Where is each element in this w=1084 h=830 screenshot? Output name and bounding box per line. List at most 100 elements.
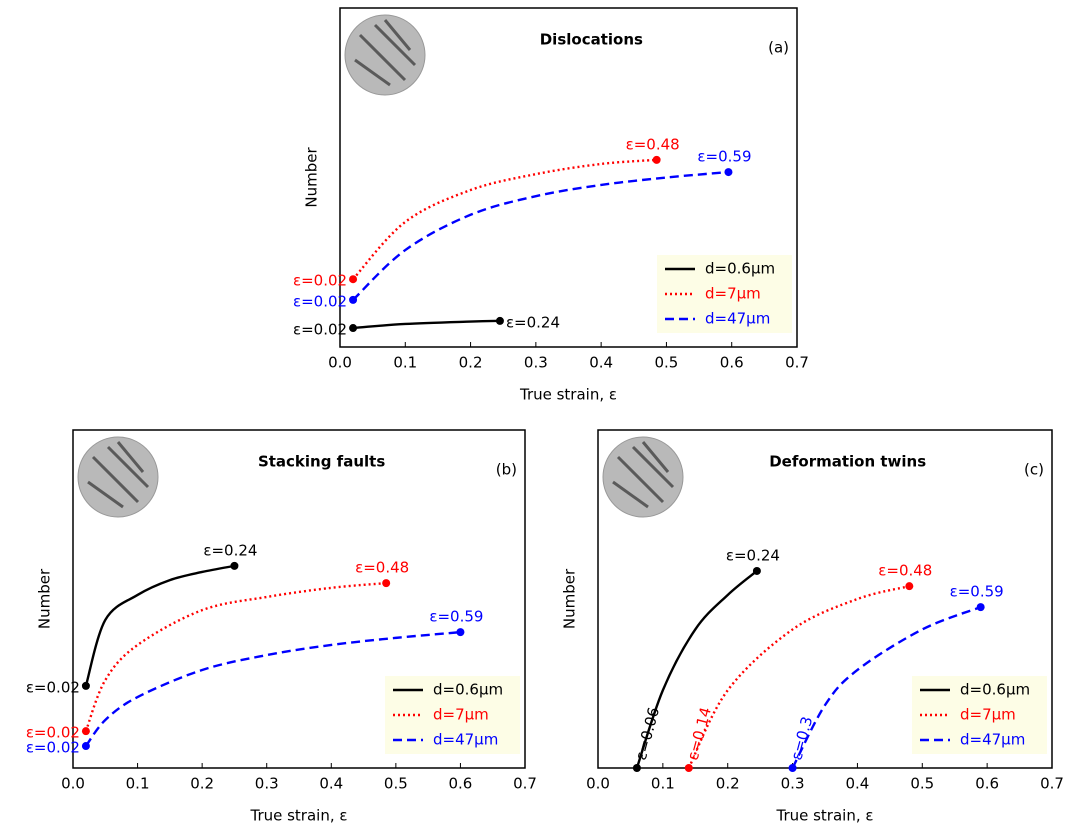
series-line	[84, 581, 387, 732]
x-tick-label: 0.3	[255, 775, 279, 793]
y-axis-label: Number	[36, 568, 54, 629]
chart-title: Deformation twins	[769, 453, 926, 471]
series-line	[84, 630, 461, 747]
legend-label: d=47μm	[705, 310, 770, 328]
micrograph-disc	[602, 436, 684, 518]
legend-label: d=7μm	[705, 285, 761, 303]
x-tick-label: 0.2	[459, 354, 483, 372]
x-tick-label: 0.4	[319, 775, 343, 793]
x-tick-label: 0.0	[61, 775, 85, 793]
x-axis-label: True strain, ε	[519, 386, 617, 404]
end-label: ε=0.02	[26, 724, 80, 742]
x-tick-label: 0.6	[720, 354, 744, 372]
end-label: ε=0.02	[293, 272, 347, 290]
micrograph-disc	[77, 436, 159, 518]
end-label: ε=0.48	[355, 559, 409, 577]
end-point	[652, 155, 661, 164]
x-tick-label: 0.0	[328, 354, 352, 372]
micrograph-feature	[116, 441, 145, 473]
end-point	[382, 579, 391, 588]
end-label: ε=0.59	[950, 583, 1004, 601]
legend-label: d=47μm	[433, 731, 498, 749]
micrograph-feature	[641, 441, 670, 473]
end-label: ε=0.24	[203, 541, 257, 559]
series-line	[635, 570, 758, 769]
x-tick-label: 0.6	[448, 775, 472, 793]
micrograph-feature	[383, 19, 412, 51]
legend-label: d=7μm	[960, 706, 1016, 724]
x-tick-label: 0.5	[910, 775, 934, 793]
x-tick-label: 0.4	[589, 354, 613, 372]
legend-label: d=0.6μm	[960, 681, 1030, 699]
series-line	[84, 564, 235, 687]
end-point	[724, 168, 733, 177]
x-tick-label: 0.1	[393, 354, 417, 372]
end-label: ε=0.02	[26, 678, 80, 696]
end-point	[684, 764, 693, 772]
panel-label: (b)	[496, 461, 517, 479]
legend-label: d=0.6μm	[705, 260, 775, 278]
end-point	[349, 324, 358, 333]
x-tick-label: 0.5	[384, 775, 408, 793]
end-label: ε=0.59	[697, 148, 751, 166]
chart-title: Stacking faults	[258, 453, 385, 471]
end-point	[905, 582, 914, 591]
end-point	[349, 295, 358, 304]
x-tick-label: 0.5	[654, 354, 678, 372]
series-line	[352, 170, 729, 301]
end-point	[752, 566, 761, 575]
panel-label: (c)	[1024, 461, 1044, 479]
end-point	[632, 764, 641, 772]
micrograph	[602, 436, 684, 518]
end-label: ε=0.24	[726, 546, 780, 564]
x-tick-label: 0.2	[716, 775, 740, 793]
micrograph-feature	[616, 455, 665, 504]
micrograph-feature	[373, 23, 417, 67]
x-tick-label: 0.3	[524, 354, 548, 372]
x-tick-label: 0.0	[586, 775, 610, 793]
x-tick-label: 0.1	[126, 775, 150, 793]
panel-label: (a)	[768, 39, 789, 57]
plot-frame	[597, 429, 1053, 769]
micrograph-feature	[91, 455, 140, 504]
y-axis-label: Number	[303, 147, 321, 208]
series-line	[352, 319, 500, 330]
end-label: ε=0.02	[293, 292, 347, 310]
x-tick-label: 0.7	[785, 354, 809, 372]
end-label: ε=0.02	[293, 321, 347, 339]
series-line	[687, 584, 910, 769]
legend-label: d=47μm	[960, 731, 1025, 749]
end-label: ε=0.48	[626, 135, 680, 153]
micrograph-feature	[631, 445, 675, 489]
micrograph	[77, 436, 159, 518]
chart-title: Dislocations	[540, 31, 643, 49]
end-label: ε=0.06	[632, 705, 663, 762]
end-label: ε=0.48	[878, 562, 932, 580]
end-label: ε=0.14	[684, 705, 715, 762]
micrograph-feature	[354, 58, 391, 87]
end-label: ε=0.24	[506, 313, 560, 331]
x-tick-label: 0.6	[975, 775, 999, 793]
legend-label: d=7μm	[433, 706, 489, 724]
series-line	[791, 605, 982, 769]
legend-label: d=0.6μm	[433, 681, 503, 699]
end-point	[230, 561, 239, 570]
x-tick-label: 0.3	[781, 775, 805, 793]
micrograph-feature	[358, 33, 407, 82]
x-tick-label: 0.2	[190, 775, 214, 793]
x-tick-label: 0.4	[845, 775, 869, 793]
end-label: ε=0.02	[26, 739, 80, 757]
end-label: ε=0.3	[787, 715, 816, 763]
micrograph	[344, 14, 426, 96]
end-label: ε=0.59	[429, 608, 483, 626]
x-tick-label: 0.7	[1040, 775, 1064, 793]
end-point	[81, 681, 90, 690]
micrograph-feature	[87, 480, 124, 509]
x-axis-label: True strain, ε	[249, 807, 347, 825]
end-point	[495, 316, 504, 325]
plot-frame	[339, 7, 798, 348]
end-point	[456, 628, 465, 637]
end-point	[81, 727, 90, 736]
micrograph-disc	[344, 14, 426, 96]
